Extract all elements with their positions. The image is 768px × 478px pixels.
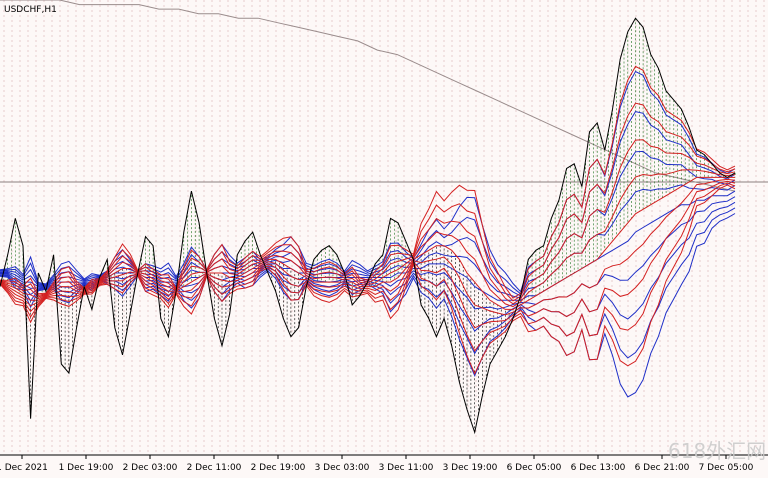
red-ribbon-line: [0, 65, 736, 299]
chart-title: USDCHF,H1: [4, 5, 57, 15]
x-tick-label: 1 Dec 19:00: [59, 463, 114, 473]
red-ribbon-line: [0, 180, 736, 329]
blue-ribbon-line: [0, 213, 736, 398]
blue-ribbon-line: [0, 184, 736, 299]
long-ma-line: [0, 0, 736, 192]
watermark: 618外汇网: [668, 439, 766, 463]
x-tick-label: 7 Dec 05:00: [699, 463, 754, 473]
x-tick-label: 6 Dec 21:00: [635, 463, 690, 473]
blue-ribbon-line: [0, 111, 736, 295]
blue-ribbon-line: [0, 196, 736, 310]
grid: [3, 0, 765, 455]
red-ribbon-line: [0, 176, 735, 310]
red-ribbon-line: [0, 178, 736, 316]
x-tick-label: 3 Dec 19:00: [443, 463, 498, 473]
red-ribbon-line: [0, 182, 736, 352]
x-tick-label: 3 Dec 03:00: [315, 463, 370, 473]
red-ribbon-line: [0, 139, 736, 305]
x-tick-label: 2 Dec 19:00: [251, 463, 306, 473]
x-tick-label: 6 Dec 13:00: [571, 463, 626, 473]
long-ma: [0, 0, 736, 192]
x-axis-ticks: 1 Dec 2021 1 Dec 19:00 2 Dec 03:00 2 Dec 11…: [0, 455, 754, 473]
x-tick-label: 3 Dec 11:00: [379, 463, 434, 473]
price-line: [0, 17, 736, 435]
x-tick-label: 6 Dec 05:00: [507, 463, 562, 473]
blue-ribbon-line: [0, 150, 736, 297]
x-tick-label: 1 Dec 2021: [0, 463, 48, 473]
x-tick-label: 2 Dec 11:00: [187, 463, 242, 473]
blue-ribbon-line: [0, 190, 736, 301]
red-ribbon-line: [0, 184, 736, 375]
x-tick-label: 2 Dec 03:00: [123, 463, 178, 473]
red-ribbon-line: [0, 169, 736, 308]
price: [0, 17, 736, 435]
